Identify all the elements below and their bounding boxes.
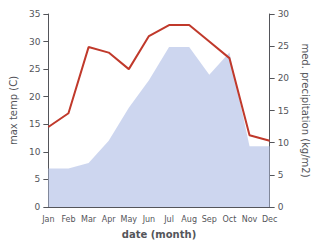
svg-text:Nov: Nov	[242, 215, 258, 224]
svg-text:Jul: Jul	[163, 215, 174, 224]
svg-text:15: 15	[29, 119, 40, 129]
svg-text:35: 35	[29, 9, 40, 19]
svg-text:max temp (C): max temp (C)	[8, 76, 19, 145]
svg-text:25: 25	[29, 64, 40, 74]
svg-text:5: 5	[35, 174, 41, 184]
svg-text:med. precipitation (kg/m2): med. precipitation (kg/m2)	[300, 43, 311, 177]
svg-text:Feb: Feb	[61, 215, 75, 224]
svg-text:Apr: Apr	[102, 215, 117, 224]
svg-text:25: 25	[278, 41, 289, 51]
svg-text:5: 5	[278, 170, 284, 180]
svg-text:20: 20	[278, 73, 290, 83]
svg-text:20: 20	[29, 92, 41, 102]
svg-text:Oct: Oct	[222, 215, 236, 224]
svg-text:Sep: Sep	[202, 215, 217, 224]
svg-text:10: 10	[278, 138, 290, 148]
svg-text:Jun: Jun	[142, 215, 156, 224]
svg-text:30: 30	[29, 37, 41, 47]
svg-text:Dec: Dec	[262, 215, 277, 224]
svg-text:10: 10	[29, 147, 41, 157]
svg-text:Mar: Mar	[81, 215, 97, 224]
svg-text:date (month): date (month)	[122, 229, 196, 240]
svg-text:15: 15	[278, 106, 289, 116]
svg-text:Aug: Aug	[181, 215, 197, 224]
svg-text:Jan: Jan	[41, 215, 54, 224]
svg-text:0: 0	[278, 202, 284, 212]
svg-text:0: 0	[35, 202, 41, 212]
svg-text:May: May	[121, 215, 138, 224]
svg-text:30: 30	[278, 9, 290, 19]
